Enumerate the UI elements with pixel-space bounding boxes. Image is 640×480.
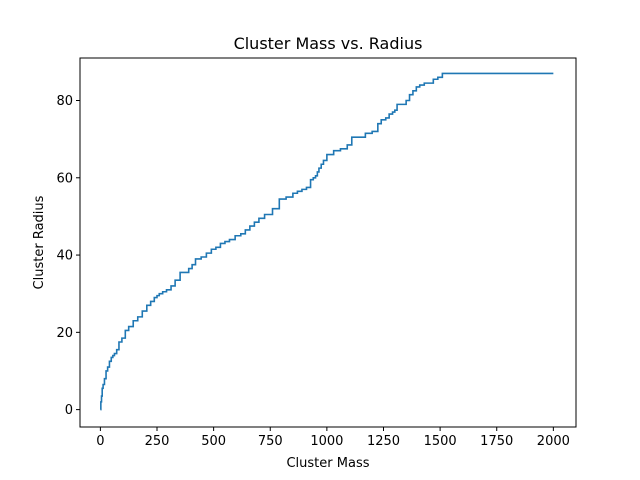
y-tick-label: 0 <box>65 403 73 418</box>
x-tick-label: 1250 <box>367 434 400 449</box>
series-line-0 <box>100 72 554 411</box>
x-tick-label: 1750 <box>480 434 513 449</box>
x-tick-label: 500 <box>201 434 226 449</box>
y-tick-label: 60 <box>56 171 73 186</box>
chart-title: Cluster Mass vs. Radius <box>234 34 423 53</box>
x-tick-label: 250 <box>145 434 170 449</box>
x-tick-label: 750 <box>258 434 283 449</box>
x-tick-label: 1500 <box>424 434 457 449</box>
y-tick-label: 80 <box>56 94 73 109</box>
x-axis-label: Cluster Mass <box>286 456 369 471</box>
y-axis-label: Cluster Radius <box>32 195 47 289</box>
x-tick-label: 2000 <box>537 434 570 449</box>
x-tick-label: 1000 <box>310 434 343 449</box>
y-tick-label: 20 <box>56 326 73 341</box>
x-tick-label: 0 <box>96 434 104 449</box>
y-tick-label: 40 <box>56 249 73 264</box>
plot-frame <box>79 57 577 428</box>
plot-area: 0 250 500 750 1000 1250 1500 1750 2000 0 20 40 60 80 <box>56 57 577 449</box>
